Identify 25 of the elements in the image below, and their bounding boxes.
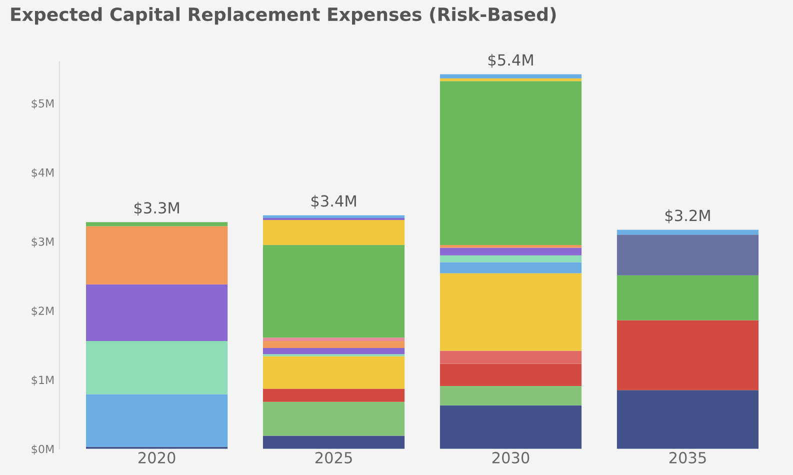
y-tick-label: $1M [32, 376, 54, 386]
bar [440, 364, 582, 386]
bar [616, 234, 759, 276]
total-label: $3.3M [134, 202, 179, 216]
bar [262, 388, 405, 402]
total-label: $5.4M [488, 54, 533, 68]
y-tick-label: $4M [32, 168, 54, 178]
y-tick-label: $0M [32, 444, 54, 455]
bar [262, 338, 405, 342]
bar [616, 390, 759, 449]
x-tick-label: 2020 [138, 452, 176, 464]
bar [440, 386, 582, 406]
y-tick-label: $3M [32, 237, 54, 248]
x-tick-label: 2035 [669, 452, 706, 464]
bar [262, 436, 405, 449]
x-tick-label: 2025 [315, 452, 352, 464]
bar [440, 405, 582, 449]
y-tick-label: $5M [32, 99, 54, 110]
bar [262, 402, 405, 436]
total-label: $3.4M [311, 194, 356, 209]
chart-title: Expected Capital Replacement Expenses (Risk-Based) [11, 7, 556, 25]
bar [440, 350, 582, 364]
x-tick-label: 2030 [492, 452, 530, 464]
total-label: $3.2M [665, 209, 710, 224]
y-tick-label: $2M [32, 306, 54, 316]
